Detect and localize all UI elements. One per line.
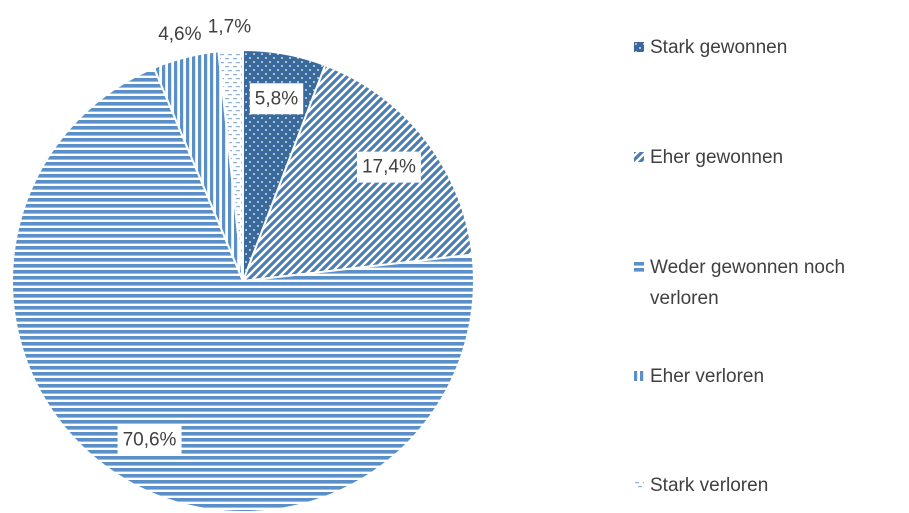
legend-swatch [634,152,644,162]
legend-swatch [634,371,644,381]
data-label-box [249,83,304,115]
legend-label: Stark gewonnen [650,37,788,58]
legend-item: Stark gewonnen [634,32,904,63]
data-label: 4,6% [158,24,201,45]
legend-swatch [634,262,644,272]
legend-label: Eher verloren [650,366,765,387]
data-label-box [356,151,421,183]
data-label: 5,8% [255,88,298,109]
legend-item: Stark verloren [634,470,904,501]
data-label-group: 1,7% [208,16,251,37]
legend-item: Weder gewonnen noch verloren [634,252,904,314]
legend-item: Eher gewonnen [634,142,904,173]
pie-slice [217,48,244,282]
legend-swatch [634,480,644,490]
data-label: 1,7% [208,16,251,37]
data-label-group: 70,6% [117,424,182,456]
data-label-box [117,424,182,456]
legend: Stark gewonnen Eher gewonnen Weder gewonne… [634,0,904,513]
data-label-group: 5,8% [249,83,304,115]
legend-item: Eher verloren [634,361,904,392]
legend-label: Eher gewonnen [650,147,784,168]
pie-slice [11,66,475,513]
legend-label: Stark verloren [650,475,769,496]
legend-label: Weder gewonnen noch verloren [650,257,846,309]
data-label: 17,4% [362,157,416,178]
data-label: 70,6% [123,429,177,450]
data-label-group: 17,4% [356,151,421,183]
data-label-group: 4,6% [158,24,201,45]
legend-swatch [634,42,644,52]
